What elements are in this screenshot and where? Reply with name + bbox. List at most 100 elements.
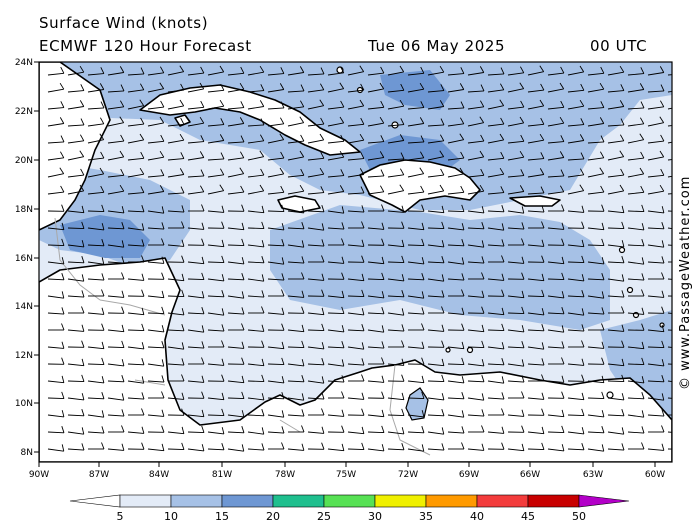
wind-barb	[207, 358, 225, 366]
wind-barb	[547, 238, 565, 246]
wind-barb	[527, 342, 545, 350]
legend-tick-label: 30	[368, 510, 382, 523]
wind-barb	[227, 135, 245, 144]
wind-barb	[67, 184, 85, 195]
wind-barb	[548, 357, 565, 365]
wind-barb	[127, 67, 145, 76]
wind-barb	[567, 205, 585, 213]
wind-barb	[227, 167, 245, 178]
wind-barb	[607, 150, 625, 161]
wind-barb	[407, 185, 425, 195]
wind-barb	[267, 185, 285, 195]
wind-barb	[127, 323, 145, 332]
wind-barb	[247, 240, 265, 248]
wind-barb	[127, 342, 145, 350]
wind-barb	[667, 175, 672, 178]
wind-barb	[87, 273, 105, 281]
wind-barb	[647, 324, 665, 333]
wind-barb	[107, 409, 125, 417]
wind-barb	[467, 340, 485, 349]
wind-barb	[368, 357, 385, 365]
wind-barb	[628, 289, 645, 297]
legend-swatch	[374, 494, 427, 508]
wind-barb	[607, 358, 625, 367]
wind-barb	[207, 65, 225, 76]
wind-barb	[447, 133, 465, 144]
wind-barb	[347, 342, 365, 350]
wind-barb	[187, 341, 205, 349]
wind-barb	[627, 273, 645, 281]
wind-barb	[468, 272, 485, 280]
wind-barb	[87, 376, 105, 384]
wind-barb	[447, 117, 465, 127]
lat-label: 22N	[15, 107, 33, 117]
wind-barb	[128, 408, 145, 416]
wind-barb	[487, 151, 505, 161]
wind-barb	[587, 444, 605, 452]
wind-barb	[247, 443, 265, 451]
wind-barb	[127, 167, 145, 178]
wind-barb	[207, 221, 225, 229]
wind-barb	[507, 325, 525, 333]
wind-barb	[427, 443, 445, 451]
wind-barb	[647, 222, 665, 230]
wind-barb	[147, 82, 165, 93]
copyright-credit: © www.PassageWeather.com	[678, 175, 693, 390]
wind-barb	[567, 358, 585, 366]
wind-barb	[387, 134, 405, 144]
wind-barb	[647, 206, 665, 214]
border-nicaragua-costa-rica	[134, 379, 166, 386]
wind-barb	[507, 290, 525, 299]
wind-barb	[627, 323, 645, 331]
wind-barb	[207, 152, 225, 161]
wind-barb	[487, 239, 505, 247]
wind-barb	[187, 82, 205, 93]
wind-barb	[488, 408, 505, 416]
wind-barb	[167, 133, 185, 144]
wind-barb	[467, 134, 485, 144]
wind-barb	[327, 206, 345, 214]
wind-barb	[307, 307, 325, 316]
wind-barb	[627, 151, 645, 161]
wind-barb	[667, 244, 672, 246]
wind-barb	[268, 289, 285, 297]
wind-barb	[307, 151, 325, 161]
wind-barb	[307, 442, 325, 450]
wind-barb	[487, 323, 505, 332]
wind-barb	[327, 425, 345, 433]
legend-tick-label: 50	[572, 510, 586, 523]
wind-barb	[287, 324, 305, 333]
wind-barb	[207, 99, 225, 110]
wind-barb	[487, 167, 505, 178]
wind-barb	[87, 101, 105, 110]
wind-barb	[627, 239, 645, 247]
wind-barb	[447, 101, 465, 110]
wind-barb	[67, 118, 85, 127]
wind-barb	[247, 340, 265, 348]
wind-barb	[367, 291, 385, 299]
wind-barb	[507, 134, 525, 144]
wind-barb	[647, 359, 665, 367]
wind-barb	[307, 117, 325, 127]
wind-barb	[267, 323, 285, 331]
longitude-axis: 90W 87W 84W 81W 78W 75W 72W 69W 66W 63W 60W	[29, 462, 665, 480]
wind-barb	[47, 257, 65, 265]
wind-barb	[207, 83, 225, 93]
wind-barb	[367, 444, 385, 452]
wind-barb	[87, 257, 105, 265]
wind-barb	[227, 341, 245, 349]
wind-barb	[667, 448, 672, 450]
wind-barb	[207, 443, 225, 451]
wind-barb	[227, 238, 245, 247]
wind-barb	[567, 392, 585, 401]
wind-barb	[367, 409, 385, 418]
wind-barb	[307, 342, 325, 350]
wind-barb	[67, 393, 85, 401]
wind-barb	[527, 99, 545, 110]
wind-barb	[427, 134, 445, 144]
wind-barb	[47, 410, 65, 418]
wind-barb	[367, 307, 385, 315]
wind-barb	[647, 84, 665, 93]
wind-barb	[267, 307, 285, 315]
wind-barb	[187, 185, 205, 195]
